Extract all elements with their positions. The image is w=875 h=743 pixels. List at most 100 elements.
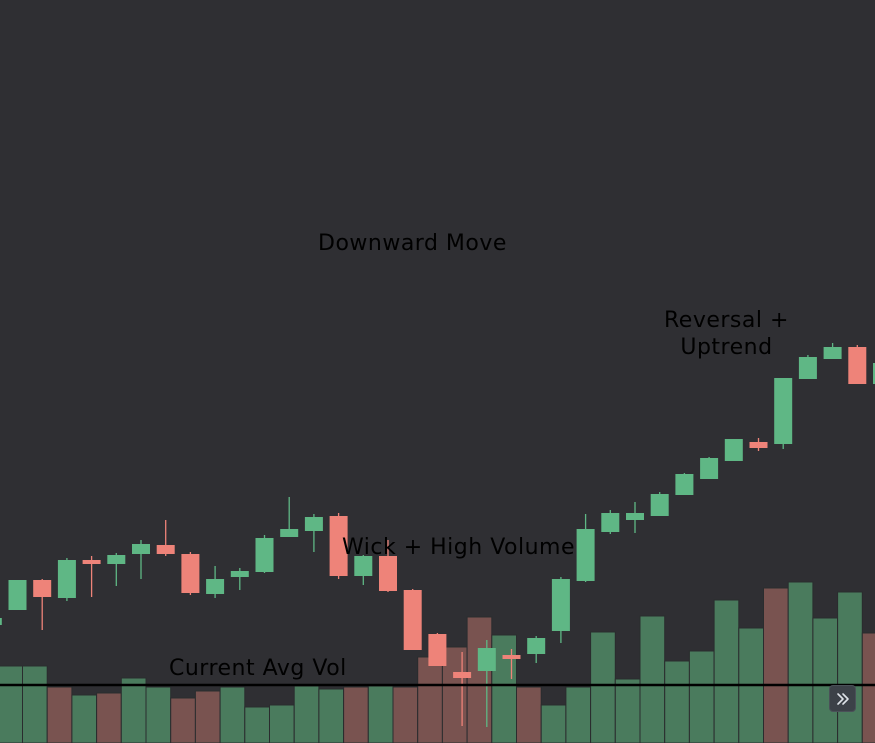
- candle: [329, 513, 348, 579]
- candle: [700, 457, 719, 479]
- volume-bar: [516, 686, 542, 743]
- candle: [33, 579, 52, 630]
- candle: [82, 556, 101, 597]
- candle: [206, 566, 225, 598]
- candle-body: [576, 529, 595, 581]
- volume-bar: [343, 686, 369, 743]
- candle: [181, 552, 200, 595]
- candle-body: [403, 590, 422, 650]
- candle: [428, 633, 447, 666]
- volume-bar: [170, 697, 196, 743]
- candles: [0, 343, 875, 727]
- double-chevron-right-icon: [836, 692, 849, 705]
- volume-bar: [269, 704, 295, 743]
- candle-body: [626, 513, 644, 520]
- scroll-to-realtime-button[interactable]: [829, 685, 856, 712]
- volume-bar: [491, 634, 517, 743]
- candle-body: [181, 554, 200, 593]
- candle-body: [774, 378, 793, 444]
- candle: [527, 636, 546, 663]
- candle: [230, 568, 249, 590]
- candle-body: [527, 638, 546, 654]
- annotation-reversal-line2: Uptrend: [680, 335, 773, 360]
- annotation-reversal-line1: Reversal +: [664, 308, 789, 333]
- annotation-downward-move: Downward Move: [318, 231, 507, 256]
- volume-bar: [22, 665, 48, 743]
- candle: [873, 363, 875, 384]
- candle-body: [8, 580, 27, 610]
- volume-bar: [194, 690, 221, 743]
- candle: [8, 580, 27, 610]
- candle-body: [354, 556, 373, 576]
- candle: [774, 378, 793, 449]
- candle: [107, 553, 126, 586]
- volume-bar: [145, 686, 172, 743]
- candle: [255, 535, 274, 573]
- candle: [304, 514, 323, 552]
- volume-bar: [837, 591, 863, 743]
- candle-body: [280, 529, 299, 537]
- volume-bar: [861, 632, 875, 743]
- candle: [675, 473, 694, 495]
- volume-bar: [540, 704, 567, 743]
- volume-bar: [688, 650, 715, 743]
- volume-bar: [0, 665, 24, 743]
- candle: [0, 618, 2, 625]
- candle-body: [379, 556, 397, 591]
- candle-body: [230, 571, 249, 577]
- candle-body: [823, 347, 842, 359]
- candle-body: [453, 672, 472, 678]
- volume-bar: [120, 677, 147, 743]
- candle-body: [329, 516, 348, 576]
- candle-body: [206, 579, 225, 594]
- candle: [453, 652, 472, 726]
- candle: [724, 439, 743, 461]
- candle-body: [428, 634, 447, 666]
- volume-bar: [441, 646, 468, 743]
- volume-bar: [614, 678, 641, 743]
- candle-body: [873, 363, 875, 384]
- candle-body: [33, 580, 52, 597]
- volume-bar: [219, 686, 246, 743]
- volume-bar: [787, 581, 814, 743]
- volume-bar: [244, 706, 271, 743]
- candle-body: [848, 347, 867, 384]
- candle: [156, 520, 175, 556]
- volume-bar: [763, 587, 789, 743]
- annotation-current-avg-vol: Current Avg Vol: [169, 656, 347, 681]
- volume-bar: [466, 616, 493, 743]
- candle: [354, 555, 373, 585]
- candle: [823, 343, 842, 359]
- candle: [576, 514, 595, 582]
- volume-bar: [713, 599, 740, 743]
- candle: [132, 540, 150, 579]
- candle: [551, 577, 570, 643]
- volume-bar: [417, 656, 443, 743]
- candle-body: [82, 560, 101, 564]
- candle: [626, 502, 644, 533]
- candle-body: [798, 357, 817, 379]
- candle: [650, 492, 669, 516]
- candle-body: [749, 442, 768, 448]
- annotation-reversal-uptrend: Reversal + Uptrend: [664, 307, 789, 361]
- volume-bar: [367, 685, 394, 743]
- candle: [379, 540, 397, 592]
- candle-body: [502, 655, 521, 659]
- volume-bar: [293, 685, 320, 743]
- candle: [280, 497, 299, 537]
- candle-body: [724, 439, 743, 461]
- candle-body: [107, 555, 126, 564]
- candle-body: [304, 517, 323, 531]
- volume-bar: [812, 617, 839, 743]
- annotation-wick-high-volume: Wick + High Volume: [342, 535, 576, 560]
- volume-bar: [639, 615, 666, 743]
- candle: [403, 589, 422, 650]
- candle: [477, 640, 496, 727]
- candle-body: [132, 544, 150, 554]
- candle: [848, 345, 867, 384]
- candle: [798, 355, 817, 379]
- candle-body: [650, 494, 669, 516]
- volume-bar: [590, 631, 616, 743]
